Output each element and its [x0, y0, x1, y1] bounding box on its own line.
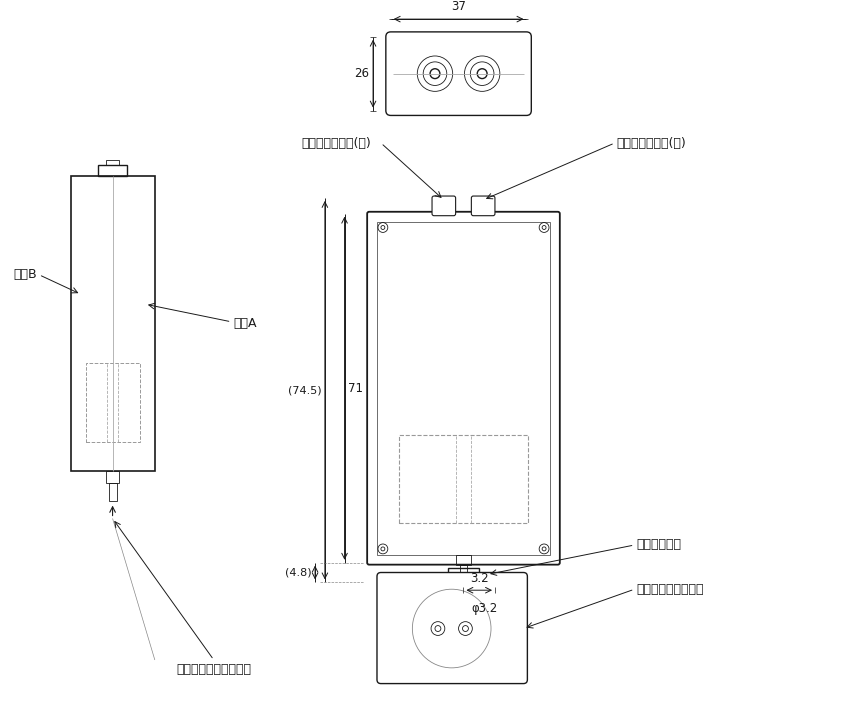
Text: リセプタクルホルダ: リセプタクルホルダ: [636, 583, 704, 596]
FancyBboxPatch shape: [471, 196, 495, 216]
Text: 26: 26: [354, 67, 369, 80]
Text: リセプタクル: リセプタクル: [636, 538, 681, 551]
FancyBboxPatch shape: [367, 212, 560, 565]
Text: リセプタクル動作方向: リセプタクル動作方向: [176, 663, 252, 676]
Text: チップジャック(黒): チップジャック(黒): [301, 137, 372, 150]
Text: (74.5): (74.5): [288, 385, 322, 395]
Text: 本体B: 本体B: [13, 268, 37, 281]
Text: 71: 71: [348, 381, 364, 394]
Text: φ3.2: φ3.2: [471, 602, 497, 615]
Text: 本体A: 本体A: [233, 318, 257, 331]
Text: チップジャック(赤): チップジャック(赤): [617, 137, 687, 150]
Text: 3.2: 3.2: [470, 572, 489, 585]
FancyBboxPatch shape: [386, 32, 531, 115]
FancyBboxPatch shape: [377, 572, 528, 683]
FancyBboxPatch shape: [432, 196, 456, 216]
Text: (4.8): (4.8): [286, 568, 312, 577]
Text: 37: 37: [451, 0, 466, 13]
